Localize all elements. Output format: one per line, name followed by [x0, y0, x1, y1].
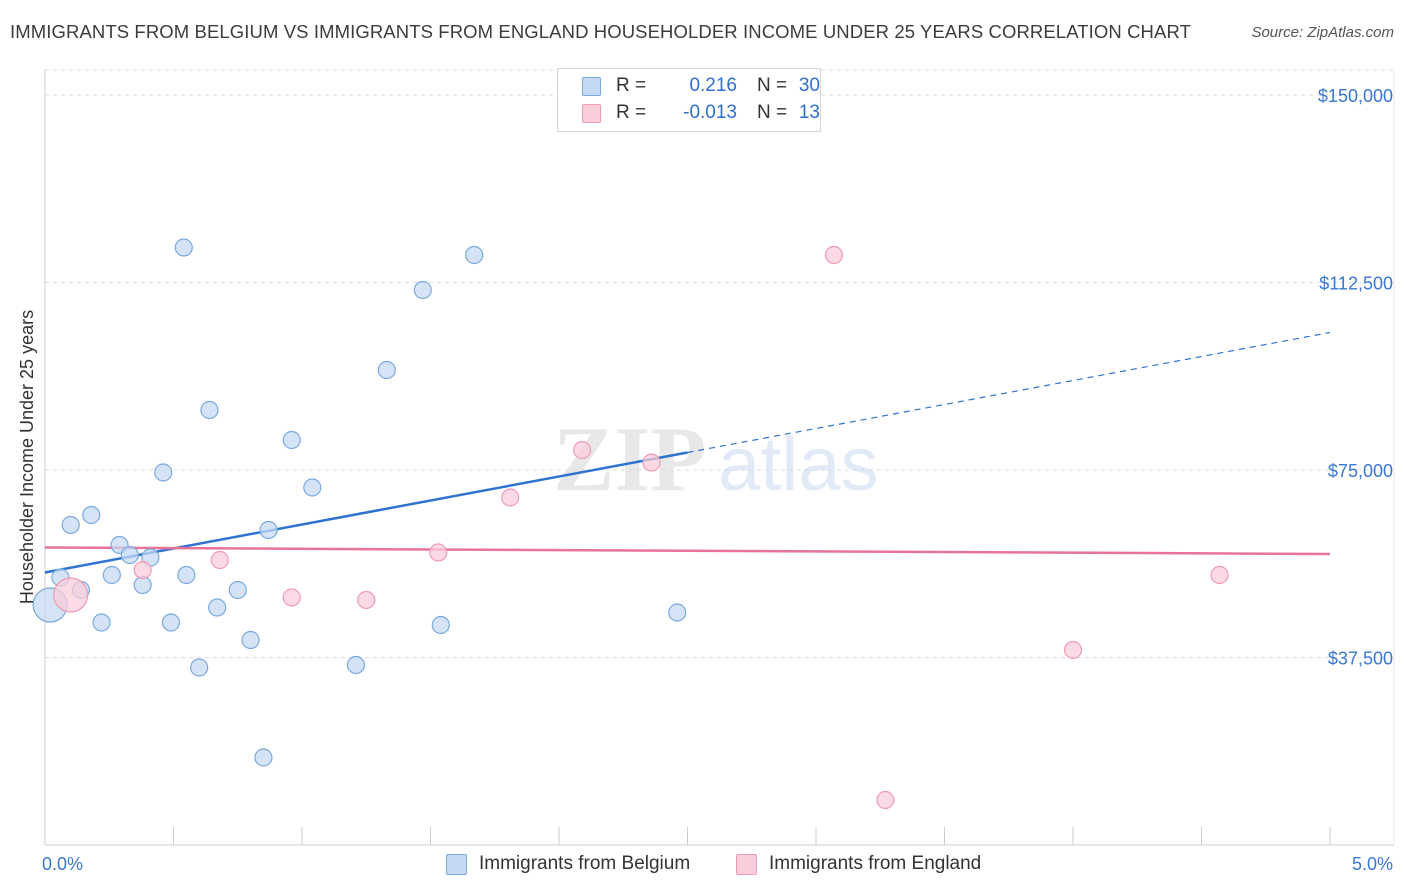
- belgium-point: [82, 505, 101, 525]
- trend-lines: [44, 331, 1331, 574]
- belgium-point: [241, 630, 260, 650]
- axes: [44, 70, 1395, 846]
- belgium-point: [254, 748, 273, 767]
- tick-labels: $37,500 $75,000 $112,500 $150,000 0.0% 5.0%: [42, 86, 1393, 874]
- y-axis-label: Householder Income Under 25 years: [17, 310, 37, 604]
- x-tick-label: 5.0%: [1352, 854, 1393, 874]
- belgium-legend-label: Immigrants from Belgium: [479, 853, 691, 874]
- england-trend-line: [44, 546, 1331, 556]
- chart-title: IMMIGRANTS FROM BELGIUM VS IMMIGRANTS FR…: [10, 21, 1191, 42]
- belgium-trend-extension: [687, 331, 1331, 454]
- x-tick-label: 0.0%: [42, 854, 83, 874]
- belgium-point: [200, 400, 219, 420]
- legend-r-value: 0.216: [689, 75, 737, 96]
- england-point: [501, 488, 520, 507]
- belgium-point: [154, 463, 173, 482]
- england-point: [357, 590, 376, 610]
- england-point: [133, 560, 152, 580]
- y-tick-label: $37,500: [1328, 649, 1393, 669]
- england-point: [1210, 565, 1229, 585]
- belgium-point: [208, 598, 227, 617]
- data-points: [32, 238, 1229, 810]
- england-point: [53, 577, 89, 613]
- belgium-point: [668, 603, 687, 622]
- england-legend-label: Immigrants from England: [769, 853, 982, 874]
- y-tick-label: $150,000: [1318, 86, 1393, 106]
- belgium-point: [174, 238, 193, 257]
- belgium-swatch: [582, 77, 601, 96]
- england-point: [824, 245, 844, 265]
- correlation-legend: R = 0.216 N = 30 R = -0.013 N = 13: [557, 68, 821, 132]
- england-point: [876, 790, 895, 810]
- belgium-point: [303, 478, 322, 497]
- legend-n-value: 13: [798, 102, 820, 123]
- belgium-point: [92, 613, 111, 632]
- england-point: [429, 543, 448, 562]
- belgium-point: [228, 580, 247, 600]
- belgium-point: [61, 515, 80, 535]
- legend-r-label: R =: [616, 75, 647, 96]
- belgium-point: [190, 658, 209, 677]
- watermark: ZIP atlas: [553, 408, 879, 510]
- belgium-legend-swatch: [446, 854, 467, 875]
- belgium-point: [120, 545, 139, 565]
- england-point: [1063, 640, 1083, 660]
- legend-r-value: -0.013: [683, 102, 737, 123]
- england-legend-swatch: [736, 854, 757, 875]
- y-tick-label: $112,500: [1319, 274, 1393, 294]
- y-tick-label: $75,000: [1328, 461, 1393, 481]
- belgium-point: [282, 430, 301, 450]
- chart-source: Source: ZipAtlas.com: [1251, 24, 1394, 41]
- england-point: [210, 550, 229, 570]
- legend-n-label: N =: [757, 102, 788, 123]
- belgium-point: [346, 655, 366, 675]
- england-point: [573, 440, 592, 460]
- watermark-zip: ZIP: [553, 408, 706, 510]
- england-point: [282, 588, 301, 607]
- england-point: [642, 453, 661, 472]
- belgium-point: [431, 615, 450, 635]
- belgium-point: [177, 565, 196, 585]
- belgium-point: [377, 360, 396, 380]
- belgium-point: [259, 520, 278, 540]
- legend-n-value: 30: [798, 75, 820, 96]
- belgium-point: [102, 565, 121, 585]
- england-swatch: [582, 104, 601, 123]
- belgium-point: [161, 613, 181, 632]
- legend-r-label: R =: [616, 102, 647, 123]
- belgium-point: [413, 280, 432, 300]
- watermark-atlas: atlas: [718, 422, 879, 507]
- legend-n-label: N =: [757, 75, 788, 96]
- belgium-point: [465, 245, 484, 265]
